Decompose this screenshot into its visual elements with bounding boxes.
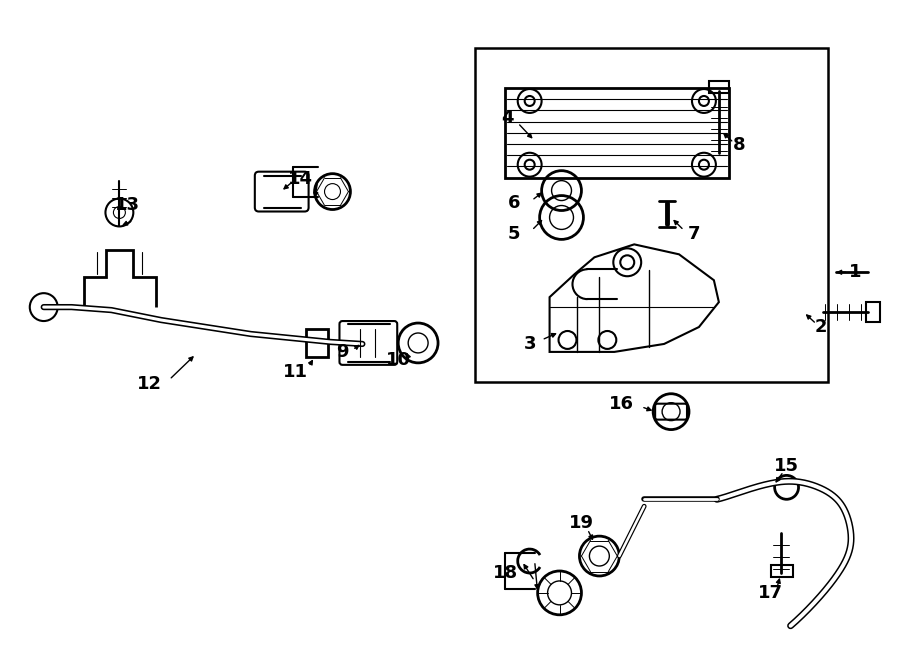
Text: 1: 1 xyxy=(849,263,861,281)
Text: 2: 2 xyxy=(814,318,827,336)
Bar xyxy=(770,565,793,577)
Text: 9: 9 xyxy=(337,343,348,361)
Text: 5: 5 xyxy=(508,225,520,244)
Text: 6: 6 xyxy=(508,193,520,212)
Text: 4: 4 xyxy=(501,109,514,127)
Text: 16: 16 xyxy=(608,395,634,412)
Text: 19: 19 xyxy=(569,514,594,532)
Text: 18: 18 xyxy=(493,564,518,582)
Text: 3: 3 xyxy=(524,335,536,353)
Text: 14: 14 xyxy=(288,169,313,187)
Bar xyxy=(475,48,828,382)
Text: 15: 15 xyxy=(774,457,799,475)
Text: 17: 17 xyxy=(758,584,783,602)
Text: 11: 11 xyxy=(284,363,308,381)
Bar xyxy=(866,302,880,322)
Text: 7: 7 xyxy=(688,225,700,244)
Text: 12: 12 xyxy=(137,375,162,393)
Bar xyxy=(505,88,729,177)
Text: 8: 8 xyxy=(733,136,745,154)
Text: 10: 10 xyxy=(386,351,410,369)
Bar xyxy=(709,81,729,93)
Text: 13: 13 xyxy=(115,195,140,214)
Bar xyxy=(306,329,328,357)
